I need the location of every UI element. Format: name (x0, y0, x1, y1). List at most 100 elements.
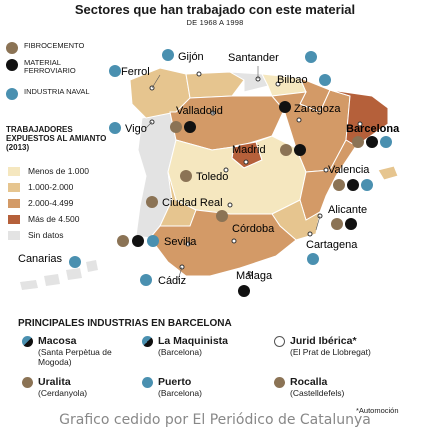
legend-mas-4500: Más de 4.500 (8, 214, 80, 224)
label-sevilla: Sevilla (164, 236, 197, 248)
marker-malaga-ferro (238, 285, 250, 297)
uralita-marker (22, 377, 33, 388)
industry-jurid-iberica: Jurid Ibérica* (El Prat de Llobregat) (274, 335, 371, 357)
region-catalonia (329, 89, 389, 147)
marker-alicante-fibro (331, 218, 343, 230)
region-canarias-2 (44, 274, 60, 286)
rocalla-marker (274, 377, 285, 388)
fibrocemento-dot (6, 42, 18, 54)
la-maquinista-marker (142, 336, 153, 347)
jurid-iberica-marker (274, 336, 285, 347)
legend-menos-1000: Menos de 1.000 (8, 166, 89, 176)
industry-rocalla-place: (Castelldefels) (290, 388, 345, 398)
marker-barcelona-fibro (352, 136, 364, 148)
industry-jurid-iberica-place: (El Prat de Llobregat) (290, 347, 371, 357)
swatch-1000-2000 (8, 182, 20, 192)
marker-alicante-ferro (345, 218, 357, 230)
label-vigo: Vigo (125, 123, 147, 135)
marker-madrid-fibro (280, 144, 292, 156)
marker-vigo-naval (109, 122, 121, 134)
label-ciudad-real: Ciudad Real (162, 197, 223, 209)
legend-2000-4499-label: 2.000-4.499 (28, 198, 74, 208)
legend-naval-label: INDUSTRIA NAVAL (24, 87, 90, 96)
label-ferrol: Ferrol (121, 66, 150, 78)
label-cordoba: Córdoba (232, 223, 275, 235)
legend-sin-datos: Sin datos (8, 230, 63, 240)
industries-title: PRINCIPALES INDUSTRIAS EN BARCELONA (18, 318, 232, 329)
markers (69, 49, 392, 297)
legend-fibrocemento-label: FIBROCEMENTO (24, 41, 85, 50)
swatch-sin-datos (8, 230, 20, 240)
industry-la-maquinista-place: (Barcelona) (158, 347, 202, 357)
marker-bilbao-naval (319, 74, 331, 86)
industry-macosa-name: Macosa (38, 335, 77, 347)
label-malaga: Málaga (236, 270, 273, 282)
marker-cartagena-naval (307, 253, 319, 265)
region-canarias-1 (20, 280, 38, 290)
label-gijon: Gijón (178, 51, 204, 63)
legend-sin-datos-label: Sin datos (28, 230, 64, 240)
region-andalucia (149, 209, 297, 277)
label-toledo: Toledo (196, 171, 228, 183)
population-legend-title: TRABAJADORES EXPUESTOS AL AMIANTO (2013) (6, 125, 107, 152)
legend-1000-2000: 1.000-2.000 (8, 182, 73, 192)
legend-fibrocemento: FIBROCEMENTO (6, 42, 94, 54)
industry-puerto: Puerto (Barcelona) (142, 376, 202, 398)
industry-puerto-name: Puerto (158, 376, 192, 388)
marker-barcelona-ferro (366, 136, 378, 148)
map-subtitle: DE 1968 A 1998 (186, 18, 244, 27)
image-credit: Grafico cedido por El Periódico de Catal… (59, 412, 371, 428)
swatch-menos-1000 (8, 166, 20, 176)
marker-sevilla-ferro (132, 235, 144, 247)
puerto-marker (142, 377, 153, 388)
legend-menos-1000-label: Menos de 1.000 (28, 166, 89, 176)
marker-madrid-ferro (294, 144, 306, 156)
marker-valencia-naval (361, 179, 373, 191)
marker-ferrol-naval (109, 65, 121, 77)
footnote: *Automoción (356, 406, 399, 415)
marker-gijon-naval (162, 49, 174, 61)
swatch-mas-4500 (8, 214, 20, 224)
marker-valencia-fibro (333, 179, 345, 191)
marker-sevilla-fibro (117, 235, 129, 247)
label-santander: Santander (228, 52, 279, 64)
marker-valladolid-fibro (170, 121, 182, 133)
legend-1000-2000-label: 1.000-2.000 (28, 182, 74, 192)
marker-canarias-naval (69, 256, 81, 268)
industry-uralita: Uralita (Cerdanyola) (22, 376, 87, 398)
industry-puerto-place: (Barcelona) (158, 388, 202, 398)
marker-toledo-fibro (180, 170, 192, 182)
legend-naval: INDUSTRIA NAVAL (6, 88, 94, 100)
ferroviario-dot (6, 59, 18, 71)
marker-cordoba-fibro (216, 210, 228, 222)
industry-uralita-place: (Cerdanyola) (38, 388, 88, 398)
map-title: Sectores que han trabajado con este mate… (74, 2, 356, 17)
industry-macosa-place: (Santa Perpètua de Mogoda) (38, 347, 112, 367)
marker-santander-naval (305, 51, 317, 63)
label-bilbao: Bilbao (277, 74, 308, 86)
industry-rocalla: Rocalla (Castelldefels) (274, 376, 344, 398)
label-cadiz: Cádiz (158, 275, 186, 287)
industry-rocalla-name: Rocalla (290, 376, 328, 388)
marker-sevilla-naval (147, 235, 159, 247)
marker-barcelona-naval (380, 136, 392, 148)
industry-macosa: Macosa (Santa Perpètua de Mogoda) (22, 335, 128, 367)
label-canarias: Canarias (18, 253, 63, 265)
swatch-2000-4499 (8, 198, 20, 208)
legend-2000-4499: 2.000-4.499 (8, 198, 73, 208)
region-canarias-4 (86, 260, 98, 272)
label-cartagena: Cartagena (306, 239, 358, 251)
label-valladolid: Valladolid (176, 105, 223, 117)
marker-valencia-ferro (347, 179, 359, 191)
marker-ciudad-real-fibro (146, 196, 158, 208)
region-asturias (185, 71, 245, 99)
macosa-marker (22, 336, 33, 347)
label-valencia: Valencia (328, 164, 370, 176)
industry-uralita-name: Uralita (38, 376, 71, 388)
label-barcelona: Barcelona (346, 123, 400, 135)
marker-cadiz-naval (140, 274, 152, 286)
industry-jurid-iberica-name: Jurid Ibérica* (290, 335, 357, 347)
label-zaragoza: Zaragoza (294, 103, 341, 115)
marker-zaragoza-ferro (279, 101, 291, 113)
marker-valladolid-ferro (184, 121, 196, 133)
